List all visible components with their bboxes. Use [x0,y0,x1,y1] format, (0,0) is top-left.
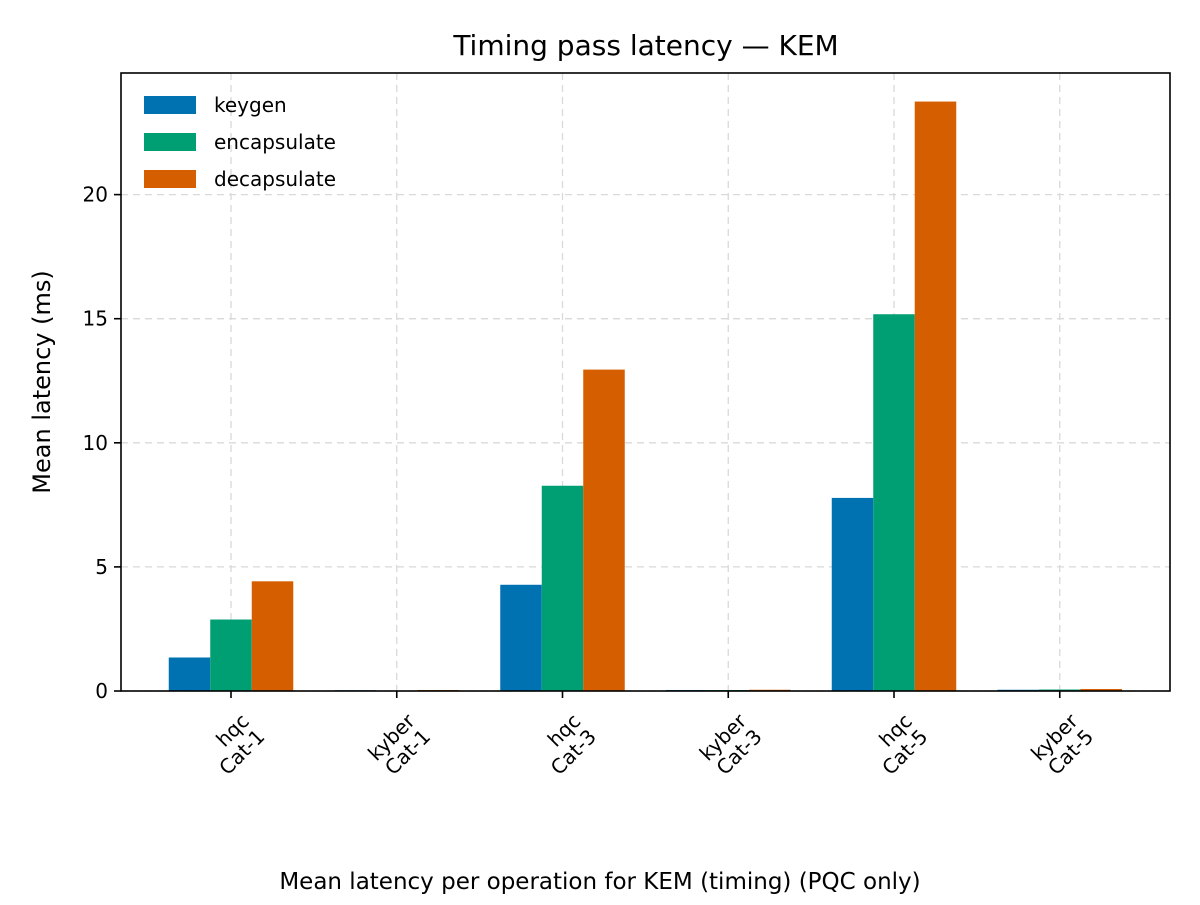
x-tick-label: kyberCat-3 [695,708,768,781]
legend-swatch-encapsulate [144,133,196,151]
chart-title: Timing pass latency — KEM [452,29,838,62]
chart-caption: Mean latency per operation for KEM (timi… [279,869,920,895]
bar-keygen-4 [832,498,874,691]
y-tick-label: 10 [83,431,108,455]
y-tick-label: 20 [83,183,108,207]
x-tick-label: kyberCat-1 [363,708,436,781]
legend-label-keygen: keygen [214,93,287,117]
x-tick-label: kyberCat-5 [1026,708,1099,781]
y-tick-label: 0 [95,679,108,703]
bar-decapsulate-2 [583,370,625,691]
y-tick-label: 5 [95,555,108,579]
legend-swatch-decapsulate [144,170,196,188]
legend-label-decapsulate: decapsulate [214,167,336,191]
bar-encapsulate-4 [873,314,915,691]
legend-swatch-keygen [144,96,196,114]
bar-keygen-0 [169,657,211,691]
x-tick-label: hqcCat-3 [530,709,601,780]
bar-decapsulate-0 [252,581,294,691]
bar-encapsulate-0 [210,620,252,691]
y-axis-label: Mean latency (ms) [28,270,56,493]
bar-decapsulate-4 [915,102,957,691]
x-axis-ticks: hqcCat-1 kyberCat-1 hqcCat-3 kyberCat-3 hqcC… [199,691,1099,781]
y-axis-ticks: 0 5 10 15 20 [83,183,121,703]
y-tick-label: 15 [83,307,108,331]
legend: keygen encapsulate decapsulate [144,93,336,191]
bar-encapsulate-2 [542,486,584,691]
bar-keygen-2 [500,585,542,691]
x-tick-label: hqcCat-5 [862,709,933,780]
legend-label-encapsulate: encapsulate [214,130,336,154]
x-tick-label: hqcCat-1 [199,709,270,780]
